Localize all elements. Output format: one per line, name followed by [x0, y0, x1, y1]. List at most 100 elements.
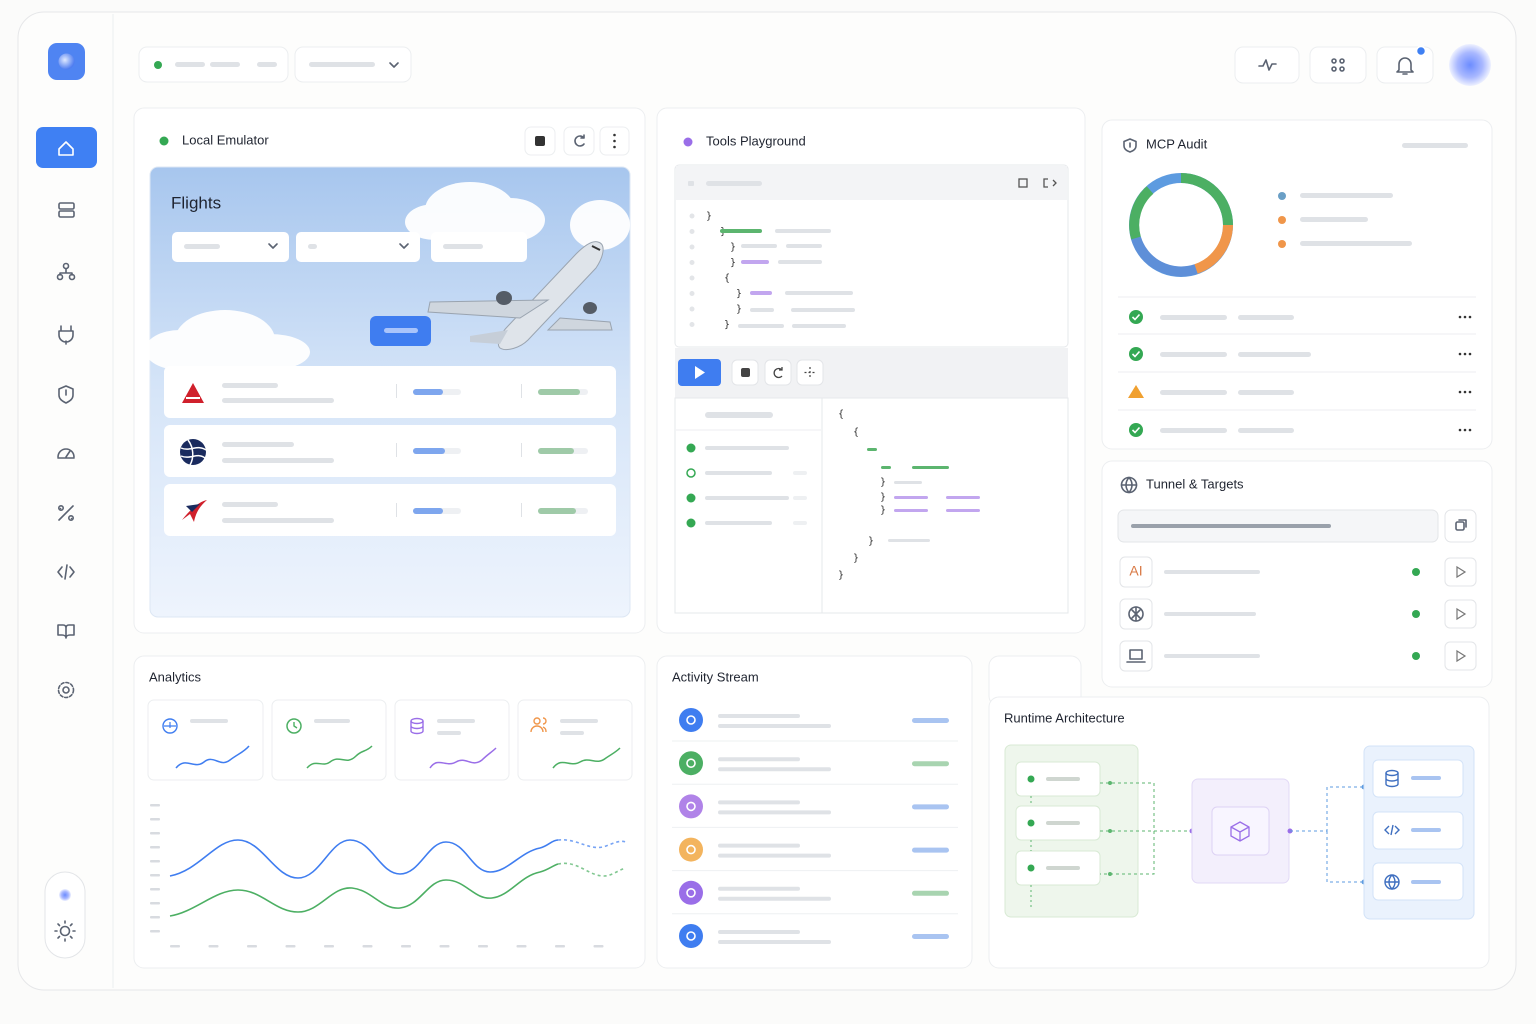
more-dot — [1468, 428, 1472, 432]
decoration — [688, 181, 694, 186]
decoration — [413, 508, 443, 514]
decoration — [613, 139, 616, 143]
axis-dash — [401, 945, 411, 948]
line-marker — [689, 291, 695, 296]
placeholder — [718, 767, 831, 772]
decoration — [1123, 138, 1137, 153]
decoration — [1101, 119, 1493, 450]
reset-button[interactable] — [764, 359, 792, 386]
event-glyph — [686, 887, 696, 898]
decoration — [683, 137, 693, 147]
decoration — [1046, 866, 1080, 870]
axis-dash — [150, 916, 160, 919]
axis-dash — [150, 874, 160, 877]
from-field[interactable] — [172, 232, 289, 262]
line-marker — [689, 229, 695, 234]
code-editor — [674, 164, 1069, 348]
axis-dash — [285, 945, 296, 948]
decoration — [210, 62, 240, 67]
decoration — [286, 718, 302, 734]
decoration — [1384, 824, 1400, 836]
decoration — [222, 383, 278, 388]
run-target[interactable] — [1444, 599, 1477, 629]
decoration — [1278, 192, 1286, 200]
sparklines — [175, 745, 621, 769]
decoration — [521, 443, 522, 457]
status-warn — [1128, 385, 1144, 398]
decoration — [552, 747, 621, 769]
decoration — [175, 62, 205, 67]
airplane — [427, 241, 613, 351]
axis-dash — [247, 945, 257, 948]
line-marker — [689, 260, 695, 265]
decoration — [396, 384, 397, 398]
theme-toggle[interactable] — [44, 871, 86, 959]
decoration — [591, 245, 601, 251]
axis-dash — [150, 818, 160, 821]
apps-button[interactable] — [1309, 46, 1367, 84]
group — [1411, 776, 1441, 884]
run-target[interactable] — [1444, 641, 1477, 671]
decoration — [1290, 786, 1364, 883]
axis-dash — [362, 945, 373, 948]
flight-row[interactable] — [164, 366, 616, 418]
response-line: } — [838, 570, 844, 581]
placeholder — [718, 896, 831, 901]
axis-dash — [439, 945, 450, 948]
decoration — [583, 302, 597, 314]
decoration — [1027, 864, 1035, 872]
more-dot — [1458, 390, 1462, 394]
axis-dash — [516, 945, 527, 948]
decoration — [54, 920, 76, 942]
axis-dash — [555, 945, 565, 948]
notifications-button[interactable] — [1376, 46, 1434, 84]
restart-button[interactable] — [563, 126, 595, 156]
decoration — [894, 481, 922, 484]
axis-dash — [593, 945, 604, 948]
event-tag — [912, 804, 949, 810]
flight-row[interactable] — [164, 425, 616, 477]
event-icon — [679, 880, 703, 905]
decoration — [57, 624, 75, 639]
decoration — [538, 389, 580, 395]
decoration — [159, 136, 169, 146]
decoration — [946, 509, 980, 512]
decoration — [470, 330, 508, 344]
decoration — [741, 368, 750, 377]
decoration — [427, 299, 550, 319]
group — [1384, 769, 1400, 890]
response-line: } — [880, 477, 886, 488]
response-line: } — [880, 505, 886, 516]
decoration — [314, 719, 350, 723]
app-title: Flights — [171, 193, 221, 212]
response-line: { — [853, 427, 859, 438]
decoration — [58, 325, 74, 345]
to-field[interactable] — [296, 232, 420, 262]
placeholder — [1238, 315, 1294, 320]
decoration — [546, 317, 613, 331]
run-target[interactable] — [1444, 557, 1477, 587]
check — [1131, 426, 1141, 434]
event-glyph — [686, 715, 696, 725]
avatar[interactable] — [1449, 44, 1491, 86]
decoration — [58, 210, 75, 218]
decoration — [58, 385, 74, 404]
decoration — [1230, 821, 1250, 842]
placeholder — [1238, 352, 1311, 357]
decoration — [164, 722, 176, 728]
copy-button[interactable] — [1444, 509, 1477, 543]
decoration — [686, 518, 696, 528]
decoration — [792, 324, 846, 328]
decoration — [1046, 821, 1080, 825]
decoration — [1385, 773, 1399, 788]
placeholder — [718, 757, 800, 762]
decoration — [705, 446, 789, 450]
decoration — [1300, 217, 1368, 222]
response-line: } — [880, 492, 886, 503]
nav-home[interactable] — [36, 127, 97, 168]
event-glyph — [686, 801, 696, 812]
decoration — [169, 839, 559, 879]
tunnel-card: Tunnel & Targets AI — [1101, 460, 1493, 688]
decoration — [1131, 524, 1331, 528]
decoration — [1101, 460, 1493, 688]
